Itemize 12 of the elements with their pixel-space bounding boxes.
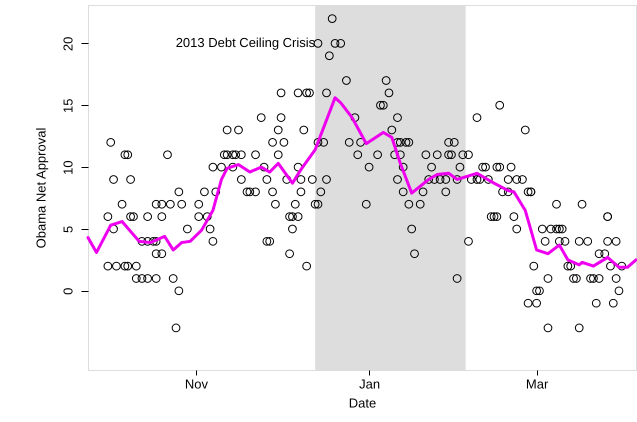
- y-tick-label: 20: [60, 36, 76, 52]
- y-tick-label: 15: [60, 98, 76, 113]
- y-tick-label: 0: [60, 288, 76, 295]
- band-label: 2013 Debt Ceiling Crisis: [176, 35, 316, 50]
- x-tick-label: Mar: [526, 376, 549, 392]
- y-axis-title: Obama Net Approval: [34, 128, 48, 248]
- y-tick-label: 5: [60, 226, 76, 234]
- y-tick-label: 10: [60, 160, 76, 175]
- x-axis-title: Date: [348, 396, 376, 410]
- line-series: [86, 96, 637, 269]
- x-tick-label: Nov: [184, 376, 208, 392]
- x-tick-label: Jan: [359, 376, 380, 392]
